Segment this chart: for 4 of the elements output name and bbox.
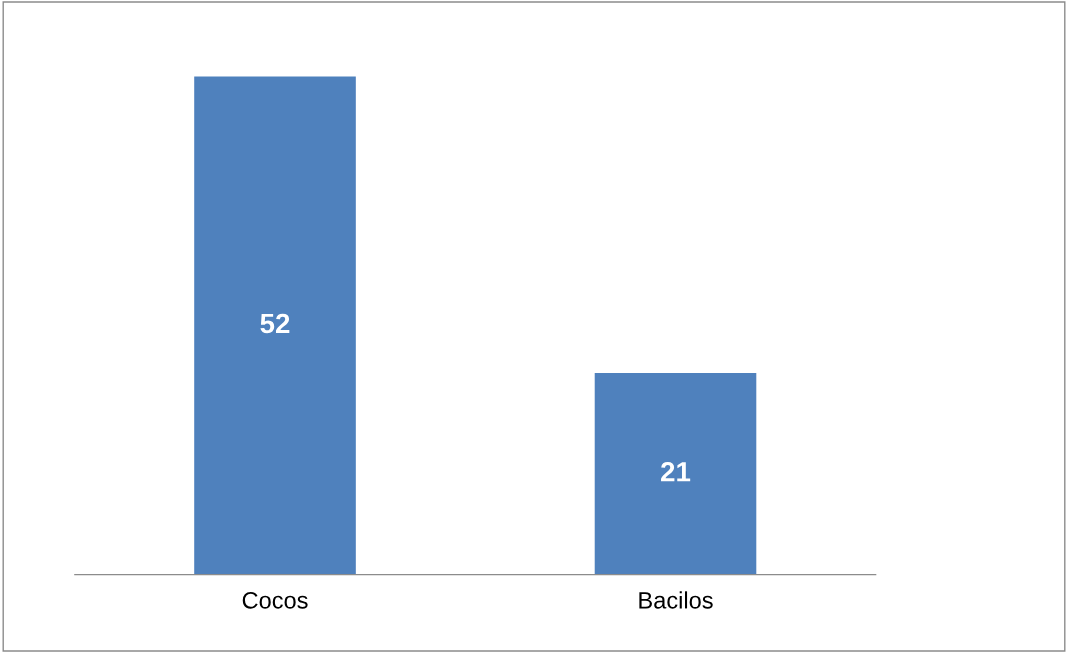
x-tick-label: Cocos [242, 591, 308, 609]
data-label: 52 [260, 313, 290, 334]
x-tick-label: Bacilos [639, 591, 713, 609]
data-label: 21 [661, 461, 691, 482]
